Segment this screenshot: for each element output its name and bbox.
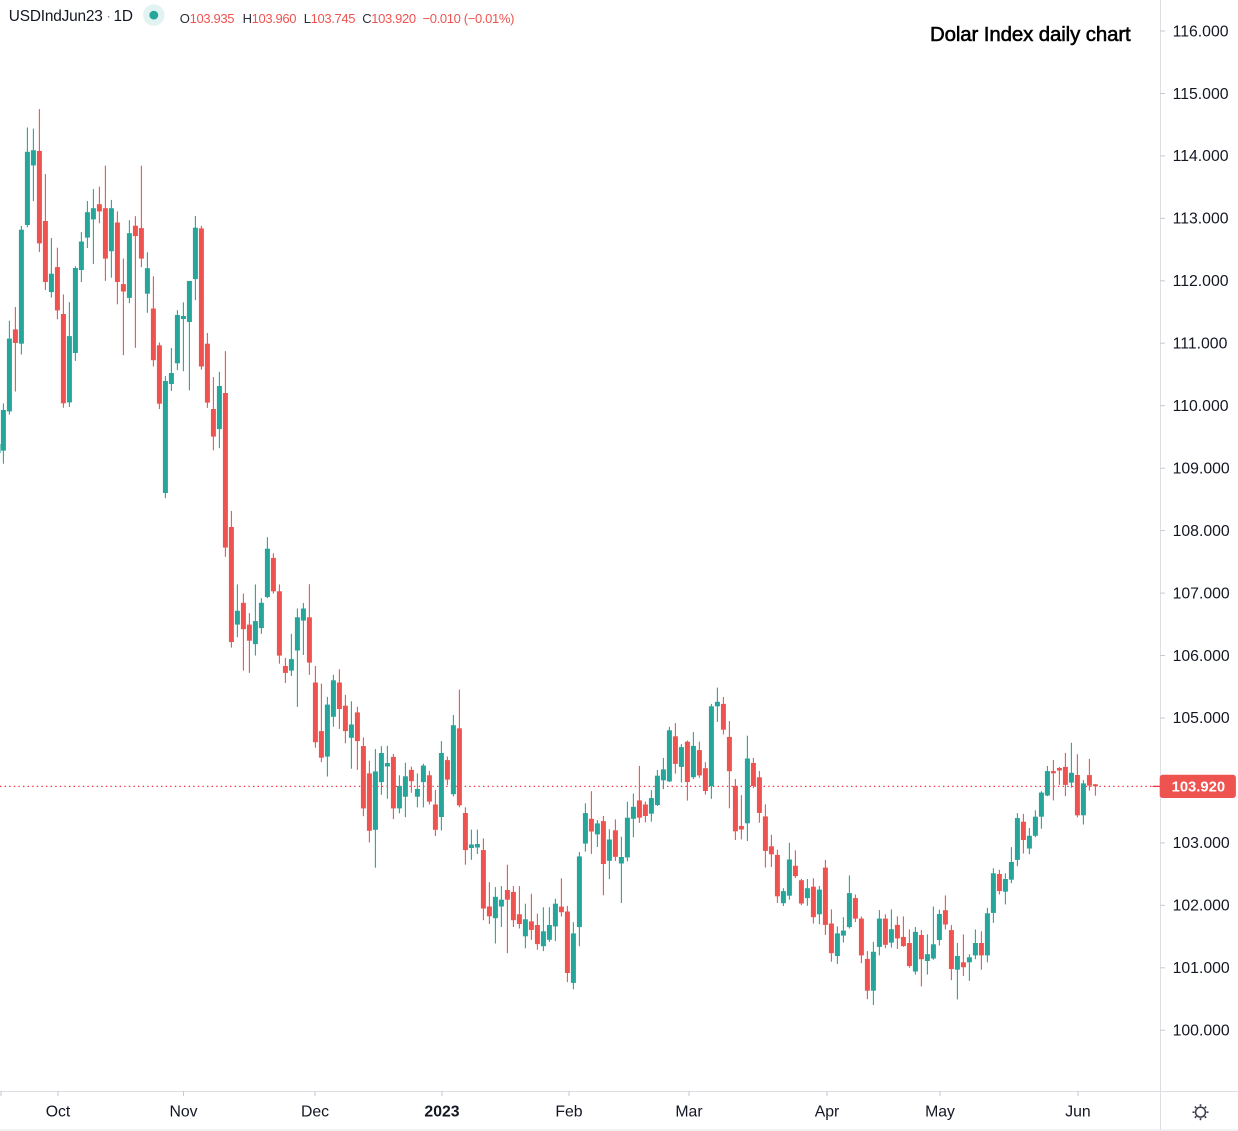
svg-text:107.000: 107.000 [1173, 585, 1230, 602]
svg-text:101.000: 101.000 [1173, 960, 1230, 977]
svg-text:111.000: 111.000 [1173, 336, 1228, 353]
svg-text:102.000: 102.000 [1173, 898, 1230, 915]
svg-text:Dolar Index daily chart: Dolar Index daily chart [930, 24, 1131, 46]
svg-text:105.000: 105.000 [1173, 710, 1230, 727]
svg-text:Jun: Jun [1065, 1104, 1090, 1121]
svg-text:100.000: 100.000 [1173, 1023, 1230, 1040]
svg-text:1D: 1D [114, 8, 133, 25]
svg-text:Oct: Oct [46, 1104, 71, 1121]
svg-text:116.000: 116.000 [1173, 23, 1229, 40]
svg-text:112.000: 112.000 [1173, 273, 1229, 290]
svg-text:Dec: Dec [301, 1104, 329, 1121]
svg-text:114.000: 114.000 [1173, 148, 1229, 165]
svg-text:108.000: 108.000 [1173, 523, 1230, 540]
svg-text:Nov: Nov [169, 1104, 197, 1121]
svg-text:103.920: 103.920 [1172, 779, 1226, 795]
svg-text:109.000: 109.000 [1173, 461, 1230, 478]
svg-text:103.000: 103.000 [1173, 835, 1230, 852]
svg-text:·: · [106, 7, 111, 23]
svg-text:Apr: Apr [815, 1104, 840, 1121]
svg-text:2023: 2023 [424, 1104, 459, 1121]
svg-text:Mar: Mar [675, 1104, 702, 1121]
svg-text:113.000: 113.000 [1173, 211, 1229, 228]
svg-text:May: May [925, 1104, 955, 1121]
svg-text:Feb: Feb [555, 1104, 582, 1121]
svg-text:110.000: 110.000 [1173, 398, 1229, 415]
svg-text:106.000: 106.000 [1173, 648, 1230, 665]
svg-text:USDIndJun23: USDIndJun23 [9, 8, 103, 25]
svg-text:115.000: 115.000 [1173, 86, 1229, 103]
